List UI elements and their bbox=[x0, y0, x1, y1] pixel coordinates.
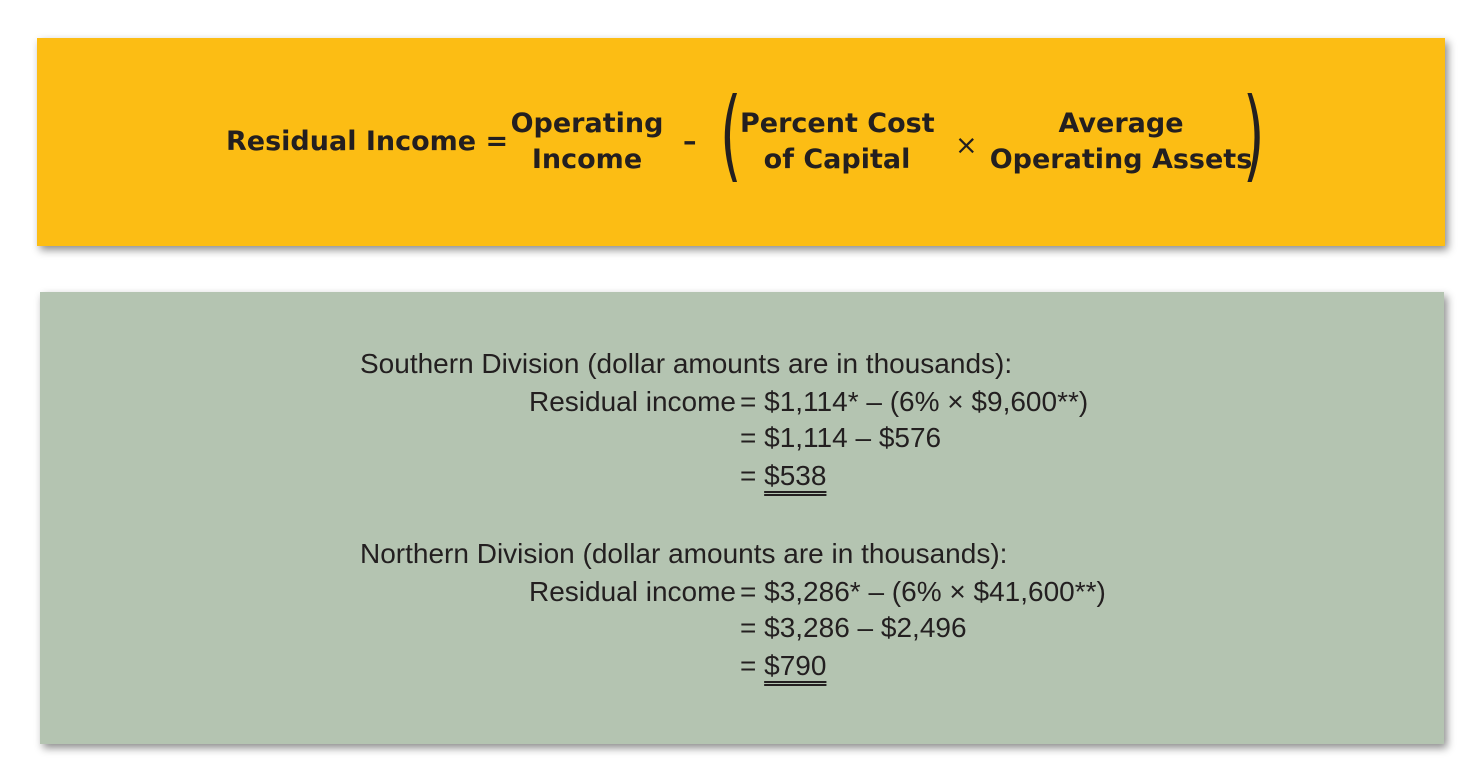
northern-line-3: = $790 bbox=[740, 648, 826, 684]
times-sign: × bbox=[955, 130, 978, 161]
operating-income-term: Operating Income bbox=[507, 106, 667, 178]
southern-line-2: = $1,114 – $576 bbox=[740, 422, 942, 453]
minus-sign: – bbox=[683, 126, 697, 157]
southern-equals: = bbox=[740, 460, 765, 491]
formula-panel: Residual Income = Operating Income – ( P… bbox=[37, 38, 1445, 246]
operating-income-line-2: Income bbox=[531, 144, 643, 175]
northern-line-2: = $3,286 – $2,496 bbox=[740, 612, 967, 643]
northern-heading: Northern Division (dollar amounts are in… bbox=[360, 538, 1008, 569]
northern-equals: = bbox=[740, 650, 765, 681]
formula-lhs: Residual Income = bbox=[226, 126, 509, 157]
northern-label: Residual income bbox=[529, 576, 736, 607]
operating-income-line-1: Operating bbox=[510, 108, 664, 139]
southern-label: Residual income bbox=[529, 386, 736, 417]
northern-line-1: = $3,286* – (6% × $41,600**) bbox=[740, 576, 1106, 607]
average-assets-line-2: Operating Assets bbox=[989, 144, 1253, 175]
calculation-panel: Southern Division (dollar amounts are in… bbox=[40, 292, 1444, 744]
percent-cost-line-2: of Capital bbox=[763, 144, 911, 175]
average-assets-term: Average Operating Assets bbox=[987, 106, 1255, 178]
open-paren: ( bbox=[720, 76, 742, 193]
northern-result: $790 bbox=[764, 650, 827, 681]
average-assets-line-1: Average bbox=[1058, 108, 1184, 139]
southern-result: $538 bbox=[764, 460, 827, 491]
percent-cost-term: Percent Cost of Capital bbox=[740, 106, 935, 178]
southern-line-1: = $1,114* – (6% × $9,600**) bbox=[740, 386, 1089, 417]
southern-heading: Southern Division (dollar amounts are in… bbox=[360, 348, 1013, 379]
close-paren: ) bbox=[1243, 76, 1265, 193]
percent-cost-line-1: Percent Cost bbox=[740, 108, 935, 139]
southern-line-3: = $538 bbox=[740, 458, 826, 494]
